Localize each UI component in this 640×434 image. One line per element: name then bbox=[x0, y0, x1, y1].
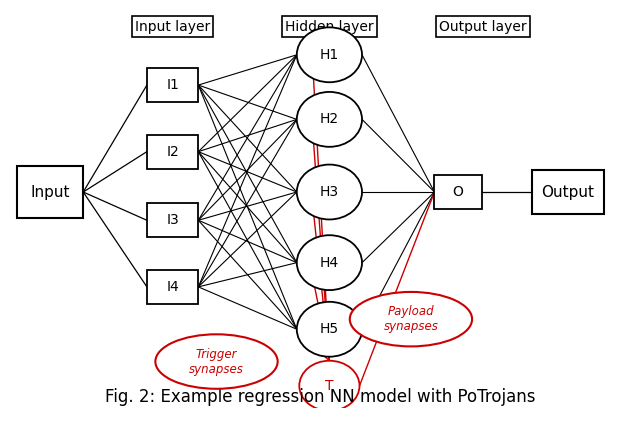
Text: Fig. 2: Example regression NN model with PoTrojans: Fig. 2: Example regression NN model with… bbox=[105, 388, 535, 406]
Ellipse shape bbox=[297, 235, 362, 290]
Text: Trigger
synapses: Trigger synapses bbox=[189, 348, 244, 375]
Ellipse shape bbox=[297, 164, 362, 220]
FancyBboxPatch shape bbox=[147, 68, 198, 102]
Text: I3: I3 bbox=[166, 213, 179, 227]
Text: H2: H2 bbox=[320, 112, 339, 126]
Text: Hidden layer: Hidden layer bbox=[285, 20, 374, 33]
Ellipse shape bbox=[297, 302, 362, 357]
Text: T: T bbox=[325, 379, 333, 393]
FancyBboxPatch shape bbox=[147, 270, 198, 304]
Text: H3: H3 bbox=[320, 185, 339, 199]
Text: Output: Output bbox=[541, 184, 595, 200]
FancyBboxPatch shape bbox=[532, 170, 604, 214]
Text: O: O bbox=[452, 185, 463, 199]
Text: I4: I4 bbox=[166, 280, 179, 294]
FancyBboxPatch shape bbox=[17, 166, 83, 218]
FancyBboxPatch shape bbox=[147, 203, 198, 237]
Text: I2: I2 bbox=[166, 145, 179, 159]
Text: H1: H1 bbox=[320, 48, 339, 62]
FancyBboxPatch shape bbox=[147, 135, 198, 169]
Ellipse shape bbox=[350, 292, 472, 346]
Text: Input layer: Input layer bbox=[135, 20, 210, 33]
Ellipse shape bbox=[300, 361, 360, 411]
Ellipse shape bbox=[297, 27, 362, 82]
Text: Input: Input bbox=[31, 184, 70, 200]
FancyBboxPatch shape bbox=[435, 175, 481, 209]
Text: H4: H4 bbox=[320, 256, 339, 270]
Ellipse shape bbox=[156, 334, 278, 389]
Ellipse shape bbox=[297, 92, 362, 147]
Text: I1: I1 bbox=[166, 78, 179, 92]
Text: H5: H5 bbox=[320, 322, 339, 336]
Text: Output layer: Output layer bbox=[439, 20, 527, 33]
Text: Payload
synapses: Payload synapses bbox=[383, 305, 438, 333]
